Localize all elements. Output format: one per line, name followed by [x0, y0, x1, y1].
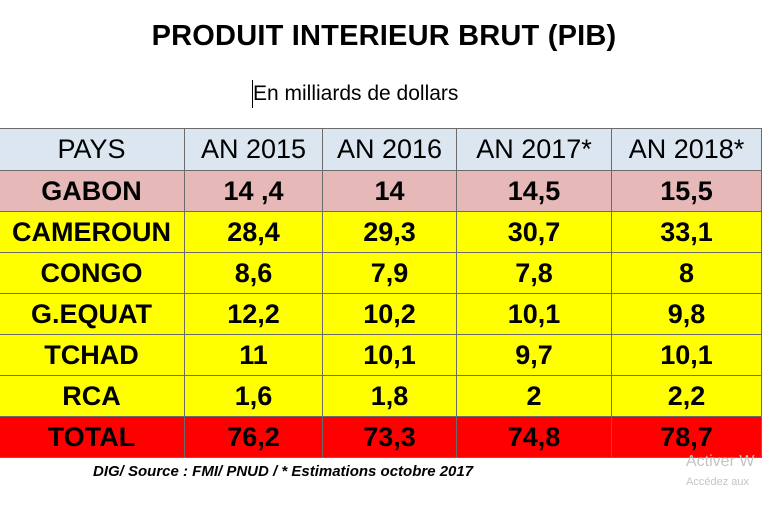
- table-row: TOTAL 76,2 73,3 74,8 78,7: [0, 416, 762, 458]
- country-cell: GABON: [0, 170, 185, 212]
- windows-activation-watermark-subtext: Accédez aux: [686, 476, 749, 488]
- text-cursor: [252, 80, 253, 108]
- country-cell: TOTAL: [0, 416, 185, 458]
- gdp-value-cell: 9,8: [611, 293, 762, 335]
- windows-activation-watermark: Activer W: [686, 453, 755, 470]
- source-footnote: DIG/ Source : FMI/ PNUD / * Estimations …: [93, 463, 474, 480]
- gdp-value-cell: 11: [184, 334, 323, 376]
- gdp-value-cell: 8: [611, 252, 762, 294]
- header-2016: AN 2016: [322, 128, 457, 171]
- gdp-value-cell: 1,8: [322, 375, 457, 417]
- gdp-value-cell: 29,3: [322, 211, 457, 253]
- table-row: G.EQUAT 12,2 10,2 10,1 9,8: [0, 293, 762, 335]
- table-row: CAMEROUN 28,4 29,3 30,7 33,1: [0, 211, 762, 253]
- gdp-value-cell: 1,6: [184, 375, 323, 417]
- country-cell: RCA: [0, 375, 185, 417]
- table-row: TCHAD 11 10,1 9,7 10,1: [0, 334, 762, 376]
- pib-table: PAYS AN 2015 AN 2016 AN 2017* AN 2018* G…: [0, 128, 762, 458]
- gdp-value-cell: 76,2: [184, 416, 323, 458]
- gdp-value-cell: 73,3: [322, 416, 457, 458]
- gdp-value-cell: 28,4: [184, 211, 323, 253]
- gdp-value-cell: 7,9: [322, 252, 457, 294]
- gdp-value-cell: 33,1: [611, 211, 762, 253]
- gdp-value-cell: 14,5: [456, 170, 612, 212]
- subtitle: En milliards de dollars: [253, 82, 459, 105]
- table-header-row: PAYS AN 2015 AN 2016 AN 2017* AN 2018*: [0, 128, 762, 171]
- gdp-value-cell: 15,5: [611, 170, 762, 212]
- country-cell: TCHAD: [0, 334, 185, 376]
- header-2015: AN 2015: [184, 128, 323, 171]
- gdp-value-cell: 9,7: [456, 334, 612, 376]
- gdp-value-cell: 10,2: [322, 293, 457, 335]
- gdp-value-cell: 10,1: [456, 293, 612, 335]
- gdp-value-cell: 2: [456, 375, 612, 417]
- table-row: RCA 1,6 1,8 2 2,2: [0, 375, 762, 417]
- gdp-value-cell: 8,6: [184, 252, 323, 294]
- header-2017: AN 2017*: [456, 128, 612, 171]
- gdp-value-cell: 10,1: [611, 334, 762, 376]
- gdp-value-cell: 78,7: [611, 416, 762, 458]
- gdp-value-cell: 14 ,4: [184, 170, 323, 212]
- country-cell: CONGO: [0, 252, 185, 294]
- gdp-value-cell: 14: [322, 170, 457, 212]
- gdp-value-cell: 10,1: [322, 334, 457, 376]
- header-country: PAYS: [0, 128, 185, 171]
- gdp-value-cell: 12,2: [184, 293, 323, 335]
- gdp-value-cell: 7,8: [456, 252, 612, 294]
- page-title: PRODUIT INTERIEUR BRUT (PIB): [151, 20, 617, 52]
- table-row: CONGO 8,6 7,9 7,8 8: [0, 252, 762, 294]
- gdp-value-cell: 2,2: [611, 375, 762, 417]
- gdp-value-cell: 30,7: [456, 211, 612, 253]
- gdp-value-cell: 74,8: [456, 416, 612, 458]
- country-cell: G.EQUAT: [0, 293, 185, 335]
- country-cell: CAMEROUN: [0, 211, 185, 253]
- header-2018: AN 2018*: [611, 128, 762, 171]
- table-row: GABON 14 ,4 14 14,5 15,5: [0, 170, 762, 212]
